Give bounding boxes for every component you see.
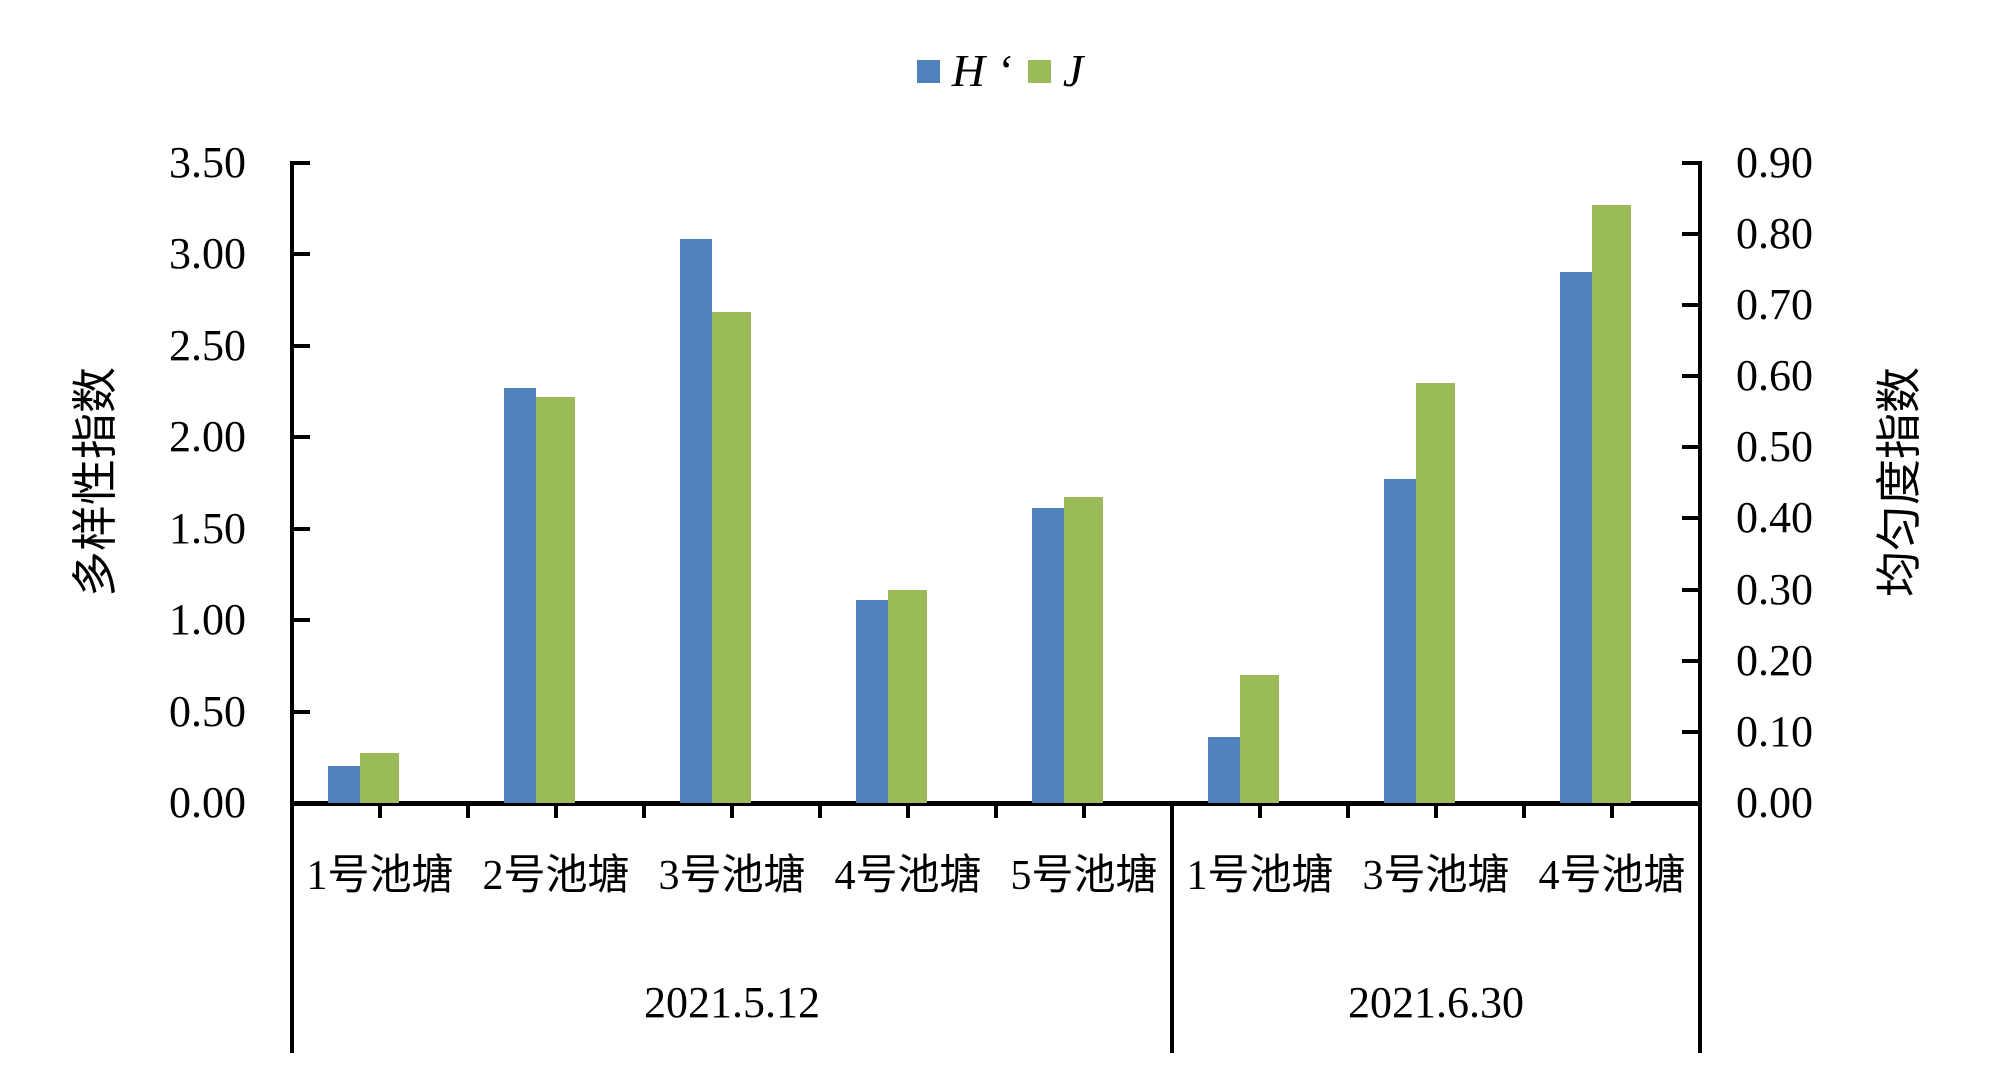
legend: H ‘ J (0, 48, 2000, 94)
category-axis-tick (1346, 803, 1350, 818)
category-label: 1号池塘 (1186, 853, 1334, 899)
right-axis-tick (1682, 729, 1698, 734)
right-axis-tick-label: 0.90 (1736, 137, 1813, 187)
group-date-label: 2021.6.30 (1348, 978, 1524, 1027)
bar-J-2021.6.30-1号池塘 (1240, 674, 1279, 803)
bar-H-2021.6.30-1号池塘 (1208, 737, 1240, 803)
left-axis-tick-label: 3.50 (169, 137, 246, 187)
bar-J-2021.5.12-2号池塘 (536, 397, 575, 803)
category-axis-tick (994, 803, 998, 818)
legend-swatch-H (916, 59, 940, 83)
bar-H-2021.5.12-1号池塘 (328, 766, 360, 803)
left-axis-tick (294, 526, 310, 531)
category-label: 2号池塘 (482, 853, 630, 899)
right-axis-tick (1682, 160, 1698, 165)
bar-J-2021.5.12-1号池塘 (360, 753, 399, 803)
category-axis-tick (1082, 803, 1086, 818)
category-axis-tick (378, 803, 382, 818)
category-label: 3号池塘 (658, 853, 806, 899)
left-axis-tick (294, 160, 310, 165)
legend-label-J: J (1062, 45, 1084, 96)
right-axis-tick-label: 0.30 (1736, 564, 1813, 614)
category-axis-tick (906, 803, 910, 818)
category-label: 1号池塘 (306, 853, 454, 899)
legend-label-H: H ‘ (951, 45, 1012, 96)
right-axis-tick-label: 0.20 (1736, 635, 1813, 685)
category-axis-tick (642, 803, 646, 818)
right-axis-tick (1682, 516, 1698, 521)
right-axis-tick (1682, 231, 1698, 236)
left-axis-tick-label: 3.00 (169, 229, 246, 278)
left-axis-tick (294, 618, 310, 622)
bar-J-2021.5.12-3号池塘 (712, 311, 751, 803)
group-date-label: 2021.5.12 (644, 978, 820, 1027)
right-axis-tick-label: 0.60 (1736, 351, 1813, 400)
right-axis-tick (1682, 445, 1698, 450)
right-axis-tick (1682, 658, 1698, 663)
right-axis-tick-label: 0.80 (1736, 208, 1813, 258)
category-axis-tick (466, 803, 470, 818)
left-axis-line (290, 160, 294, 1053)
right-axis-tick-label: 0.40 (1736, 493, 1813, 543)
bar-H-2021.6.30-4号池塘 (1560, 272, 1592, 803)
category-label: 3号池塘 (1362, 853, 1510, 899)
category-axis-tick (730, 803, 734, 818)
bar-J-2021.6.30-4号池塘 (1592, 205, 1631, 803)
legend-swatch-J (1027, 59, 1051, 83)
bar-H-2021.5.12-2号池塘 (504, 387, 536, 803)
left-axis-tick-label: 0.50 (169, 686, 246, 736)
category-axis-tick (818, 803, 822, 818)
category-axis-tick (1258, 803, 1262, 818)
right-axis-title: 均匀度指数 (1874, 367, 1925, 597)
category-label: 5号池塘 (1010, 853, 1158, 899)
category-label: 4号池塘 (834, 853, 982, 899)
right-axis-tick-label: 0.70 (1736, 279, 1813, 329)
left-axis-tick-label: 2.50 (169, 320, 246, 370)
left-axis-tick (294, 435, 310, 439)
left-axis-tick-label: 2.00 (169, 412, 246, 461)
category-axis-tick (1434, 803, 1438, 818)
right-axis-tick-label: 0.10 (1736, 706, 1813, 756)
right-axis-line (1698, 160, 1702, 1053)
category-label: 4号池塘 (1538, 853, 1686, 899)
right-axis-tick (1682, 587, 1698, 592)
left-axis-title: 多样性指数 (70, 367, 121, 597)
right-axis-tick-label: 0.50 (1736, 422, 1813, 472)
left-axis-tick-label: 1.50 (169, 503, 246, 553)
legend-item-J: J (1027, 45, 1084, 96)
bar-H-2021.5.12-5号池塘 (1032, 508, 1064, 803)
right-axis-tick (1682, 302, 1698, 307)
left-axis-tick (294, 343, 310, 348)
category-axis-tick (1522, 803, 1526, 818)
legend-item-H: H ‘ (916, 45, 1012, 96)
bar-H-2021.5.12-3号池塘 (680, 239, 712, 803)
group-divider-line (1170, 803, 1174, 1053)
right-axis-tick-label: 0.00 (1736, 778, 1813, 827)
bar-H-2021.6.30-3号池塘 (1384, 479, 1416, 803)
left-axis-tick (294, 709, 310, 714)
category-axis-tick (1610, 803, 1614, 818)
bar-J-2021.6.30-3号池塘 (1416, 383, 1455, 803)
left-axis-tick (294, 252, 310, 256)
category-axis-tick (554, 803, 558, 818)
left-axis-tick-label: 1.00 (169, 595, 246, 644)
bar-H-2021.5.12-4号池塘 (856, 599, 888, 803)
bar-J-2021.5.12-5号池塘 (1064, 496, 1103, 803)
bar-J-2021.5.12-4号池塘 (888, 589, 927, 803)
left-axis-tick-label: 0.00 (169, 778, 246, 827)
right-axis-tick (1682, 374, 1698, 378)
